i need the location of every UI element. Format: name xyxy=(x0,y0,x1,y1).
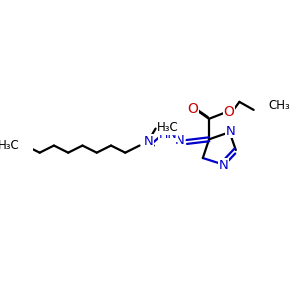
Text: O: O xyxy=(223,105,234,119)
Text: N: N xyxy=(144,135,153,148)
Text: N: N xyxy=(174,134,184,147)
Text: O: O xyxy=(188,102,199,116)
Text: CH₃: CH₃ xyxy=(268,99,290,112)
Text: H₃C: H₃C xyxy=(0,139,19,152)
Text: HN: HN xyxy=(159,128,177,141)
Text: N: N xyxy=(226,125,235,138)
Text: N: N xyxy=(218,159,228,172)
Text: H₃C: H₃C xyxy=(158,121,179,134)
